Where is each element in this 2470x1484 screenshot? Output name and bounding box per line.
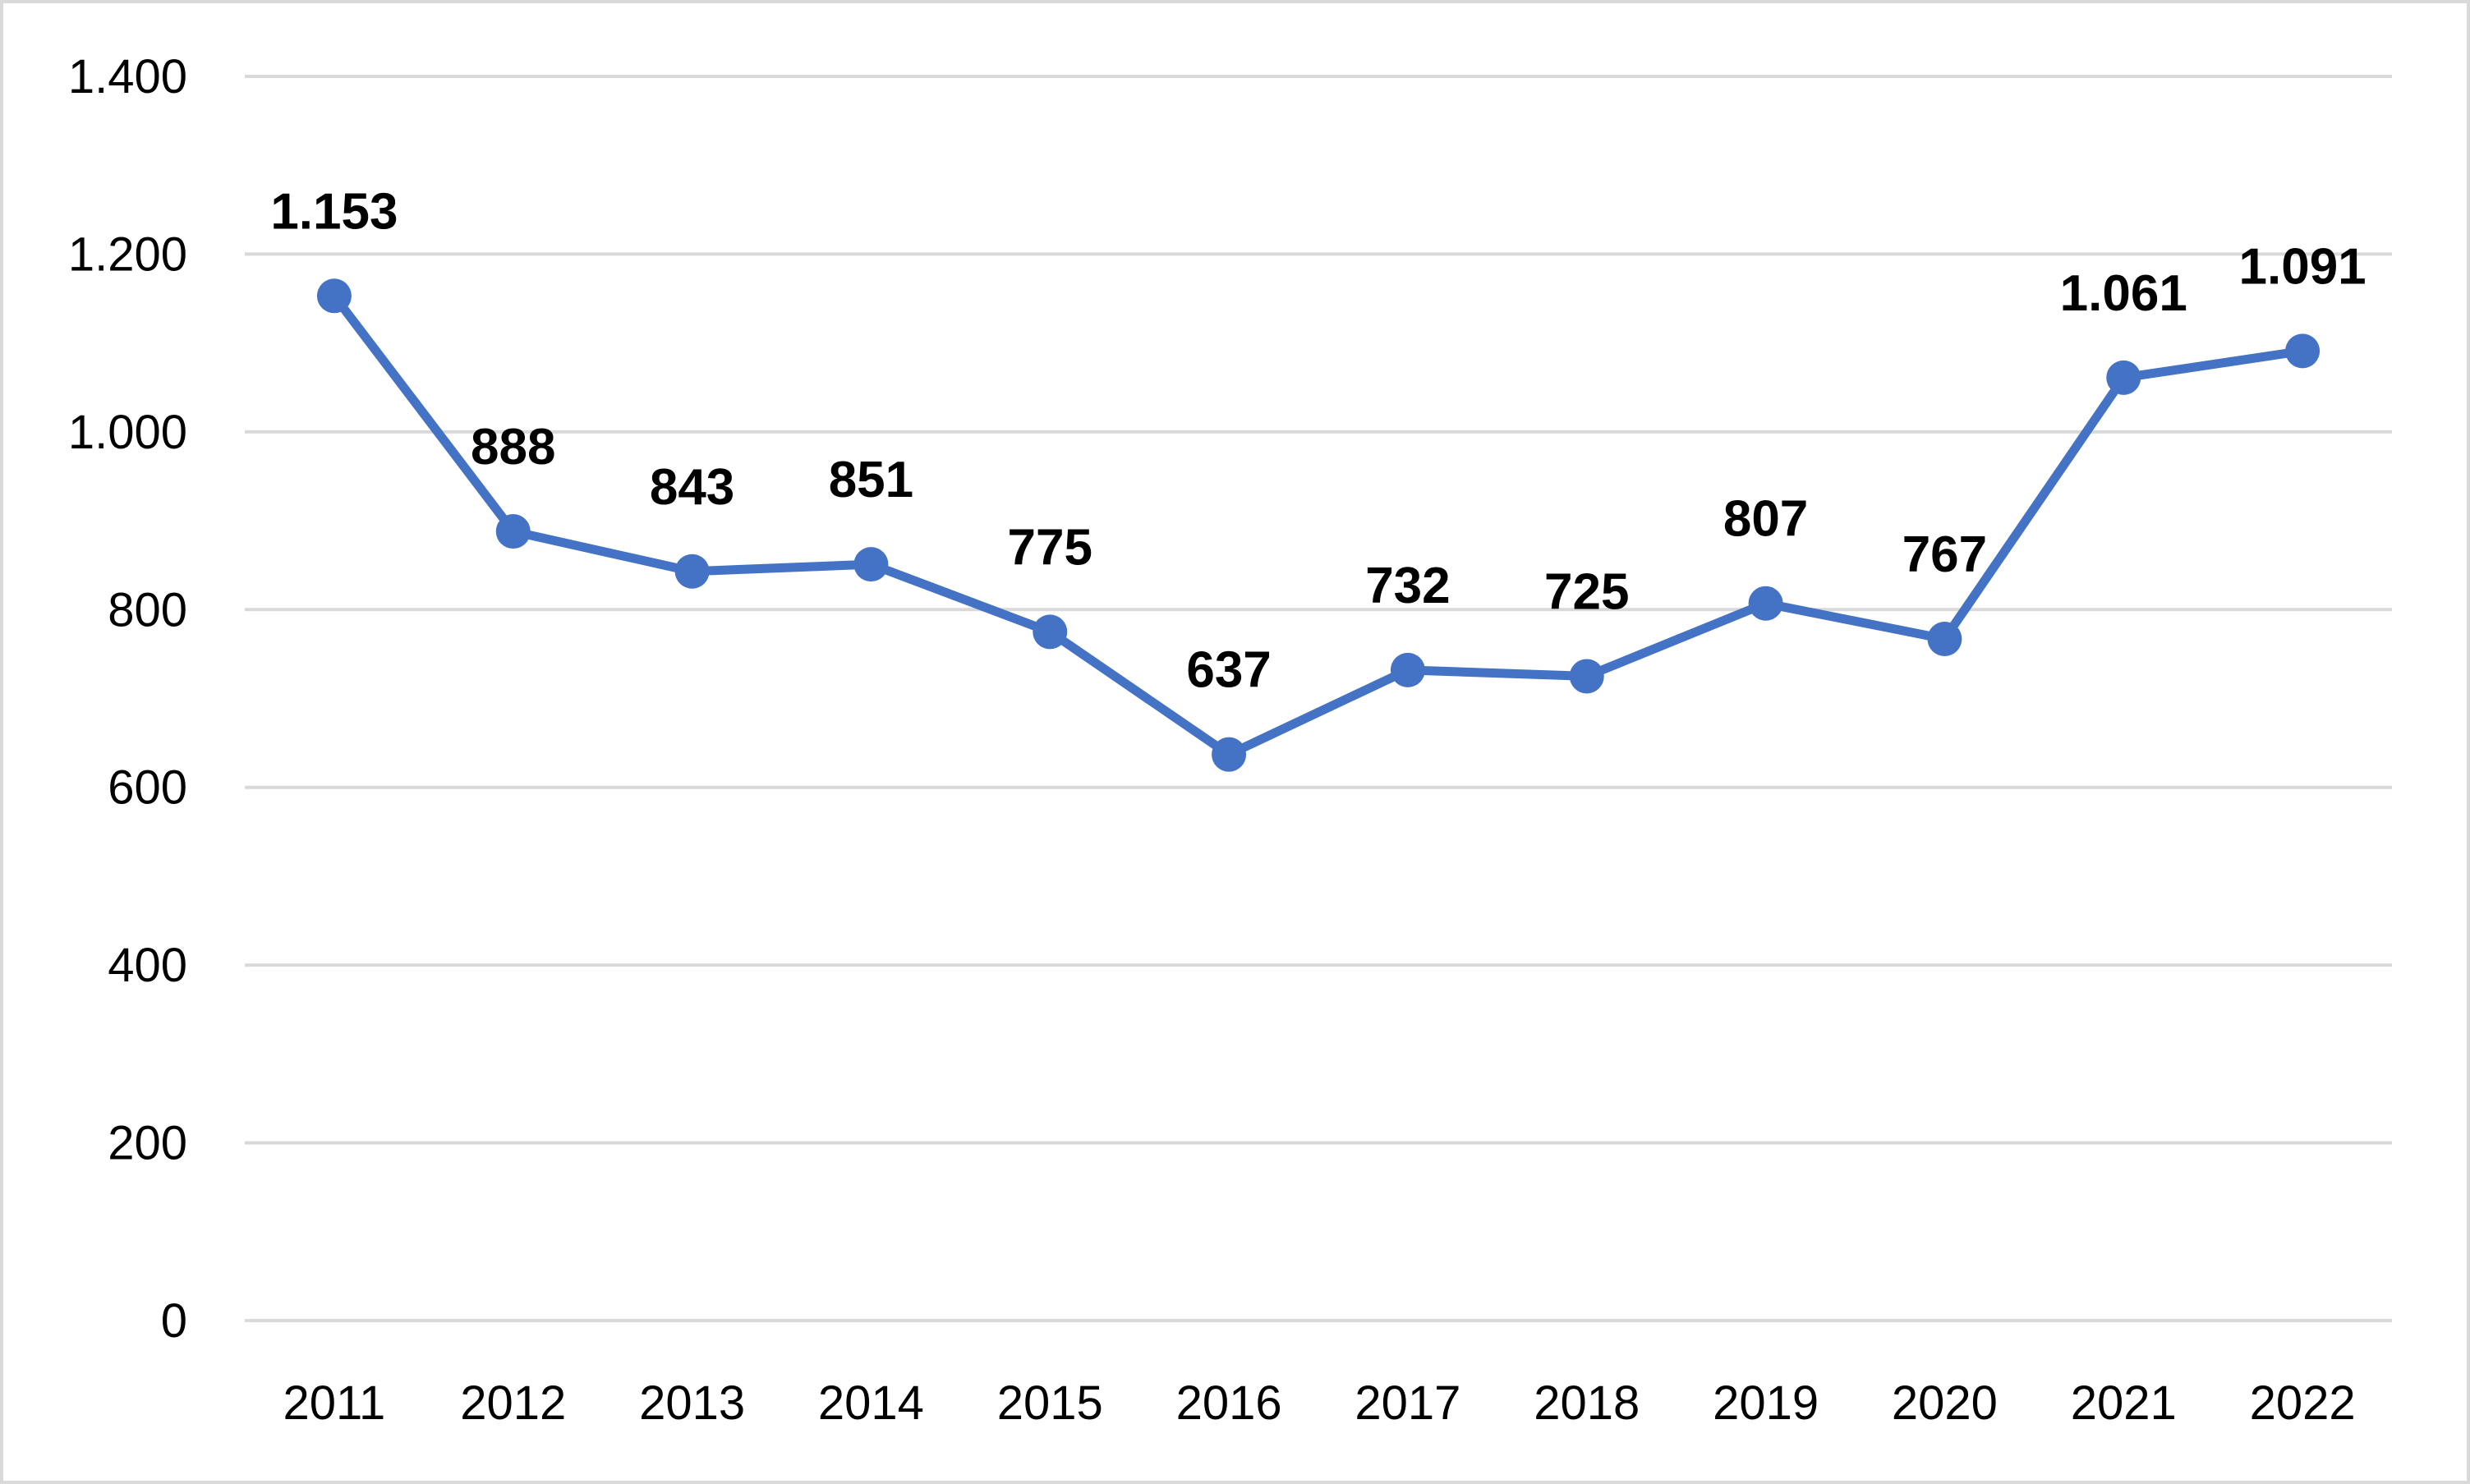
data-label: 851 — [829, 452, 913, 508]
x-tick-label: 2014 — [818, 1376, 924, 1430]
data-label: 767 — [1902, 526, 1987, 583]
data-label: 775 — [1008, 519, 1092, 576]
x-tick-label: 2015 — [997, 1376, 1103, 1430]
y-tick-label: 200 — [108, 1117, 187, 1170]
data-labels: 1.153 888 843 851 775 637 732 725 807 767 1.061 1.0… — [270, 183, 2366, 698]
x-axis-ticks: 2011 2012 2013 2014 2015 2016 2017 2018 2019 2020… — [283, 1376, 2356, 1430]
series-line — [329, 291, 2307, 760]
x-tick-label: 2012 — [460, 1376, 566, 1430]
y-tick-label: 600 — [108, 761, 187, 815]
x-tick-label: 2018 — [1534, 1376, 1640, 1430]
x-tick-label: 2019 — [1713, 1376, 1819, 1430]
data-point-marker — [674, 554, 710, 589]
x-tick-label: 2011 — [283, 1376, 386, 1430]
data-point-marker — [1212, 737, 1247, 772]
y-axis-ticks: 0 200 400 600 800 1.000 1.200 1.400 — [68, 50, 187, 1348]
y-tick-label: 800 — [108, 583, 187, 636]
data-label: 732 — [1365, 558, 1450, 614]
x-tick-label: 2022 — [2250, 1376, 2356, 1430]
x-tick-label: 2020 — [1892, 1376, 1998, 1430]
y-tick-label: 1.400 — [68, 50, 187, 103]
gridlines — [245, 75, 2392, 1322]
x-tick-label: 2016 — [1176, 1376, 1282, 1430]
data-label: 807 — [1723, 491, 1808, 548]
data-label: 725 — [1544, 563, 1629, 620]
y-tick-label: 1.000 — [68, 406, 187, 459]
data-label: 1.061 — [2060, 265, 2187, 322]
data-point-marker — [853, 547, 889, 582]
series-line-group — [316, 278, 2321, 772]
x-tick-label: 2017 — [1355, 1376, 1460, 1430]
data-label: 843 — [650, 459, 734, 516]
data-label: 1.153 — [270, 183, 398, 240]
data-point-marker — [1927, 621, 1962, 656]
data-point-marker — [2106, 360, 2141, 395]
data-point-marker — [1569, 659, 1604, 694]
y-tick-label: 400 — [108, 939, 187, 992]
data-point-marker — [1033, 614, 1068, 650]
y-tick-label: 0 — [161, 1294, 187, 1348]
data-point-marker — [316, 278, 352, 314]
data-point-marker — [1390, 652, 1425, 687]
x-tick-label: 2021 — [2071, 1376, 2177, 1430]
x-tick-label: 2013 — [639, 1376, 745, 1430]
data-label: 888 — [471, 419, 555, 476]
data-point-marker — [495, 514, 531, 549]
data-point-marker — [1748, 586, 1783, 621]
y-tick-label: 1.200 — [68, 227, 187, 281]
data-label: 637 — [1186, 642, 1271, 699]
data-point-marker — [2285, 333, 2321, 369]
data-label: 1.091 — [2239, 238, 2367, 295]
